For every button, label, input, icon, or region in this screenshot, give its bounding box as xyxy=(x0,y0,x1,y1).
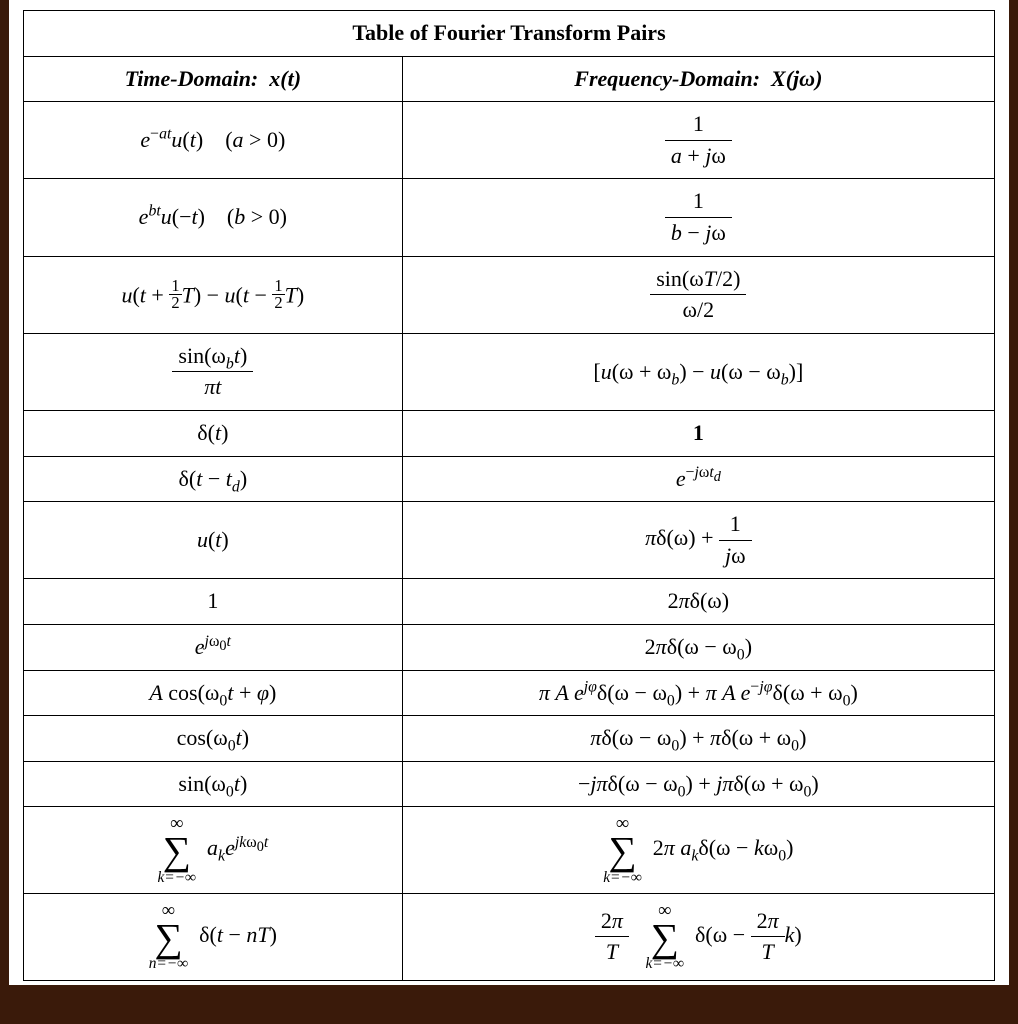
cell-time: sin(ωbt) πt xyxy=(24,333,403,410)
table-row: ∞ ∑ n=−∞ δ(t − nT) 2π T ∞ ∑ k=−∞ δ(ω − 2… xyxy=(24,894,995,981)
page: Table of Fourier Transform Pairs Time-Do… xyxy=(9,0,1009,985)
cell-freq: e−jωtd xyxy=(402,456,994,502)
table-row: ∞ ∑ k=−∞ akejkω0t ∞ ∑ k=−∞ 2π akδ(ω − kω… xyxy=(24,807,995,894)
cell-time: A cos(ω0t + φ) xyxy=(24,670,403,716)
title-row: Table of Fourier Transform Pairs xyxy=(24,11,995,57)
cell-time: u(t + 12T) − u(t − 12T) xyxy=(24,256,403,333)
cell-time: cos(ω0t) xyxy=(24,716,403,762)
header-row: Time-Domain: x(t) Frequency-Domain: X(jω… xyxy=(24,56,995,102)
cell-freq: 1 b − jω xyxy=(402,179,994,256)
header-time-domain: Time-Domain: x(t) xyxy=(24,56,403,102)
table-title: Table of Fourier Transform Pairs xyxy=(24,11,995,57)
cell-freq: 1 a + jω xyxy=(402,102,994,179)
fourier-pairs-table: Table of Fourier Transform Pairs Time-Do… xyxy=(23,10,995,981)
sigma-icon: ∞ ∑ k=−∞ xyxy=(157,815,196,885)
header-freq-domain: Frequency-Domain: X(jω) xyxy=(402,56,994,102)
cell-time: u(t) xyxy=(24,502,403,579)
cell-freq: πδ(ω) + 1 jω xyxy=(402,502,994,579)
table-row: ebtu(−t) (b > 0) 1 b − jω xyxy=(24,179,995,256)
table-row: sin(ωbt) πt [u(ω + ωb) − u(ω − ωb)] xyxy=(24,333,995,410)
cell-time: 1 xyxy=(24,579,403,625)
cell-freq: −jπδ(ω − ω0) + jπδ(ω + ω0) xyxy=(402,761,994,807)
cell-freq: 2π T ∞ ∑ k=−∞ δ(ω − 2π T k) xyxy=(402,894,994,981)
cell-time: ebtu(−t) (b > 0) xyxy=(24,179,403,256)
cell-freq: 2πδ(ω − ω0) xyxy=(402,624,994,670)
table-row: e−atu(t) (a > 0) 1 a + jω xyxy=(24,102,995,179)
cell-freq: 2πδ(ω) xyxy=(402,579,994,625)
table-row: δ(t − td) e−jωtd xyxy=(24,456,995,502)
cell-freq: πδ(ω − ω0) + πδ(ω + ω0) xyxy=(402,716,994,762)
cell-freq: ∞ ∑ k=−∞ 2π akδ(ω − kω0) xyxy=(402,807,994,894)
cell-time: sin(ω0t) xyxy=(24,761,403,807)
cell-time: ∞ ∑ n=−∞ δ(t − nT) xyxy=(24,894,403,981)
sigma-icon: ∞ ∑ k=−∞ xyxy=(603,815,642,885)
table-row: u(t) πδ(ω) + 1 jω xyxy=(24,502,995,579)
table-row: u(t + 12T) − u(t − 12T) sin(ωT/2) ω/2 xyxy=(24,256,995,333)
cell-freq: sin(ωT/2) ω/2 xyxy=(402,256,994,333)
table-row: ejω0t 2πδ(ω − ω0) xyxy=(24,624,995,670)
table-row: δ(t) 1 xyxy=(24,410,995,456)
table-row: sin(ω0t) −jπδ(ω − ω0) + jπδ(ω + ω0) xyxy=(24,761,995,807)
cell-freq: π A ejφδ(ω − ω0) + π A e−jφδ(ω + ω0) xyxy=(402,670,994,716)
cell-freq: 1 xyxy=(402,410,994,456)
table-row: cos(ω0t) πδ(ω − ω0) + πδ(ω + ω0) xyxy=(24,716,995,762)
table-row: 1 2πδ(ω) xyxy=(24,579,995,625)
cell-freq: [u(ω + ωb) − u(ω − ωb)] xyxy=(402,333,994,410)
cell-time: δ(t − td) xyxy=(24,456,403,502)
cell-time: ejω0t xyxy=(24,624,403,670)
cell-time: ∞ ∑ k=−∞ akejkω0t xyxy=(24,807,403,894)
sigma-icon: ∞ ∑ n=−∞ xyxy=(149,902,188,972)
table-row: A cos(ω0t + φ) π A ejφδ(ω − ω0) + π A e−… xyxy=(24,670,995,716)
cell-time: δ(t) xyxy=(24,410,403,456)
cell-time: e−atu(t) (a > 0) xyxy=(24,102,403,179)
sigma-icon: ∞ ∑ k=−∞ xyxy=(645,902,684,972)
